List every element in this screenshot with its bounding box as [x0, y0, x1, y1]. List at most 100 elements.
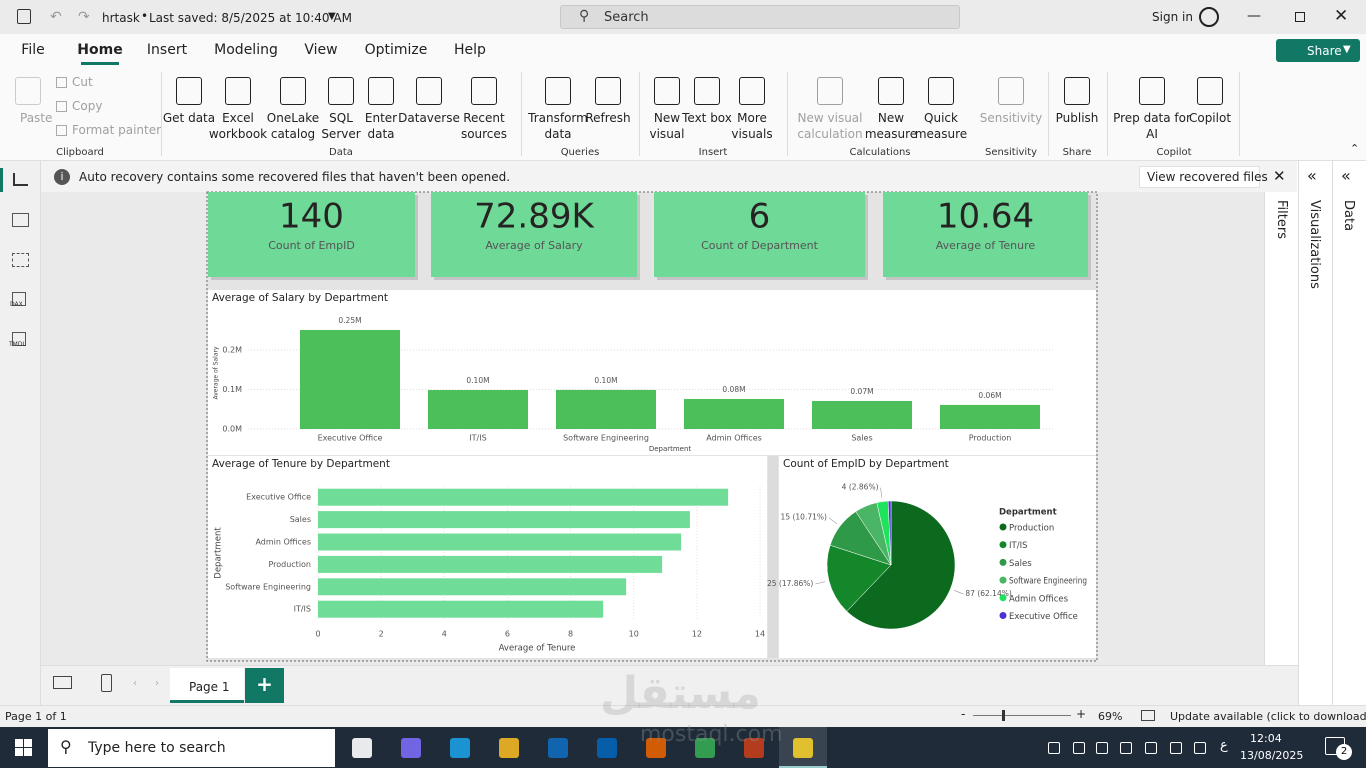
taskbar-app[interactable]: [597, 738, 617, 758]
taskbar-app[interactable]: [744, 738, 764, 758]
ribbon-icon[interactable]: [328, 77, 354, 105]
menu-tab[interactable]: File: [21, 42, 45, 58]
visualizations-pane[interactable]: [1298, 161, 1332, 705]
table-view-icon[interactable]: [12, 213, 29, 227]
tray-icon[interactable]: [1096, 742, 1108, 754]
close-button[interactable]: ✕: [1334, 6, 1349, 26]
filters-label[interactable]: Filters: [1274, 200, 1289, 239]
prev-page[interactable]: ‹: [133, 678, 137, 689]
ribbon-icon[interactable]: [998, 77, 1024, 105]
zoom-slider[interactable]: [973, 715, 1071, 716]
taskbar-app[interactable]: [499, 738, 519, 758]
ribbon-button[interactable]: New visual calculation: [797, 111, 863, 141]
share-label[interactable]: Share: [1307, 44, 1342, 58]
page-tab[interactable]: [170, 668, 244, 703]
taskbar-search-placeholder[interactable]: Type here to search: [88, 740, 226, 756]
share-dropdown[interactable]: ▼: [1343, 44, 1351, 55]
save-icon[interactable]: [17, 9, 31, 24]
tray-icon[interactable]: [1145, 742, 1157, 754]
redo-icon[interactable]: ↷: [78, 9, 90, 25]
next-page[interactable]: ›: [155, 678, 159, 689]
view-recovered-label[interactable]: View recovered files: [1147, 170, 1268, 184]
data-pane[interactable]: [1332, 161, 1366, 705]
taskbar-app[interactable]: [646, 738, 666, 758]
ribbon-icon[interactable]: [595, 77, 621, 105]
ribbon-icon[interactable]: [694, 77, 720, 105]
maximize-button[interactable]: [1295, 12, 1305, 22]
desktop-layout-icon[interactable]: [53, 676, 72, 689]
add-page-button[interactable]: +: [245, 668, 284, 703]
data-label[interactable]: Data: [1341, 200, 1356, 232]
ribbon-button[interactable]: Prep data for AI: [1113, 111, 1191, 141]
ribbon-button[interactable]: Publish: [1055, 111, 1099, 125]
expand-visualizations[interactable]: «: [1307, 166, 1317, 185]
expand-data[interactable]: «: [1341, 166, 1351, 185]
tray-icon[interactable]: [1194, 742, 1206, 754]
menu-tab[interactable]: Insert: [146, 42, 188, 58]
zoom-out[interactable]: -: [961, 707, 966, 721]
ribbon-icon[interactable]: [15, 77, 41, 105]
tray-icon[interactable]: [1073, 742, 1085, 754]
menu-tab[interactable]: Optimize: [364, 42, 428, 58]
share-button[interactable]: [1276, 39, 1360, 62]
ribbon-button[interactable]: Sensitivity: [979, 111, 1043, 125]
ribbon-button[interactable]: Excel workbook: [208, 111, 268, 141]
taskbar-app[interactable]: [352, 738, 372, 758]
tray-icon[interactable]: [1048, 742, 1060, 754]
ribbon-icon[interactable]: [928, 77, 954, 105]
ribbon-button[interactable]: Recent sources: [460, 111, 508, 141]
menu-tab[interactable]: View: [304, 42, 338, 58]
ribbon-icon[interactable]: [878, 77, 904, 105]
ribbon-icon[interactable]: [280, 77, 306, 105]
ribbon-icon[interactable]: [654, 77, 680, 105]
taskbar-search[interactable]: [48, 729, 335, 767]
sign-in[interactable]: Sign in: [1152, 10, 1193, 24]
ribbon-button[interactable]: Get data: [162, 111, 216, 125]
taskbar-app[interactable]: [401, 738, 421, 758]
mobile-layout-icon[interactable]: [101, 674, 112, 692]
ribbon-button[interactable]: Dataverse: [398, 111, 460, 125]
update-notice[interactable]: Update available (click to download): [1170, 710, 1366, 723]
visualizations-label[interactable]: Visualizations: [1307, 200, 1322, 289]
ribbon-icon[interactable]: [545, 77, 571, 105]
ribbon-button[interactable]: Format painter: [72, 123, 162, 137]
search-box[interactable]: [560, 5, 960, 29]
zoom-thumb[interactable]: [1002, 710, 1005, 721]
ribbon-button[interactable]: Copilot: [1188, 111, 1232, 125]
ribbon-button[interactable]: SQL Server: [321, 111, 361, 141]
menu-tab[interactable]: Home: [77, 42, 123, 58]
taskbar-app[interactable]: [548, 738, 568, 758]
view-recovered-button[interactable]: [1139, 166, 1260, 188]
ribbon-button[interactable]: More visuals: [731, 111, 773, 141]
ribbon-icon[interactable]: [1197, 77, 1223, 105]
zoom-in[interactable]: +: [1076, 707, 1087, 721]
ribbon-button[interactable]: Text box: [682, 111, 732, 125]
report-view-icon[interactable]: [13, 173, 28, 186]
taskbar-app[interactable]: [793, 738, 813, 758]
tray-icon[interactable]: [1120, 742, 1132, 754]
clock-date[interactable]: 13/08/2025: [1240, 749, 1304, 762]
ribbon-button[interactable]: Cut: [72, 75, 93, 89]
minimize-button[interactable]: —: [1247, 8, 1261, 24]
tmdl-view-icon[interactable]: [12, 332, 26, 346]
ribbon-button[interactable]: Enter data: [364, 111, 398, 141]
start-button[interactable]: [15, 739, 32, 756]
filters-pane[interactable]: [1264, 192, 1298, 665]
language[interactable]: ع: [1220, 738, 1228, 753]
taskbar-app[interactable]: [450, 738, 470, 758]
ribbon-icon[interactable]: [176, 77, 202, 105]
menu-tab[interactable]: Modeling: [214, 42, 278, 58]
tray-icon[interactable]: [1170, 742, 1182, 754]
dax-view-icon[interactable]: [12, 292, 26, 306]
ribbon-icon[interactable]: [739, 77, 765, 105]
taskbar-app[interactable]: [695, 738, 715, 758]
ribbon-icon[interactable]: [416, 77, 442, 105]
ribbon-icon[interactable]: [1064, 77, 1090, 105]
model-view-icon[interactable]: [12, 253, 29, 267]
status-dropdown[interactable]: ▼: [328, 11, 336, 22]
ribbon-button[interactable]: Quick measure: [914, 111, 968, 141]
ribbon-button[interactable]: New visual: [649, 111, 685, 141]
ribbon-button[interactable]: OneLake catalog: [266, 111, 320, 141]
clock-time[interactable]: 12:04: [1250, 732, 1282, 745]
menu-tab[interactable]: Help: [454, 42, 486, 58]
